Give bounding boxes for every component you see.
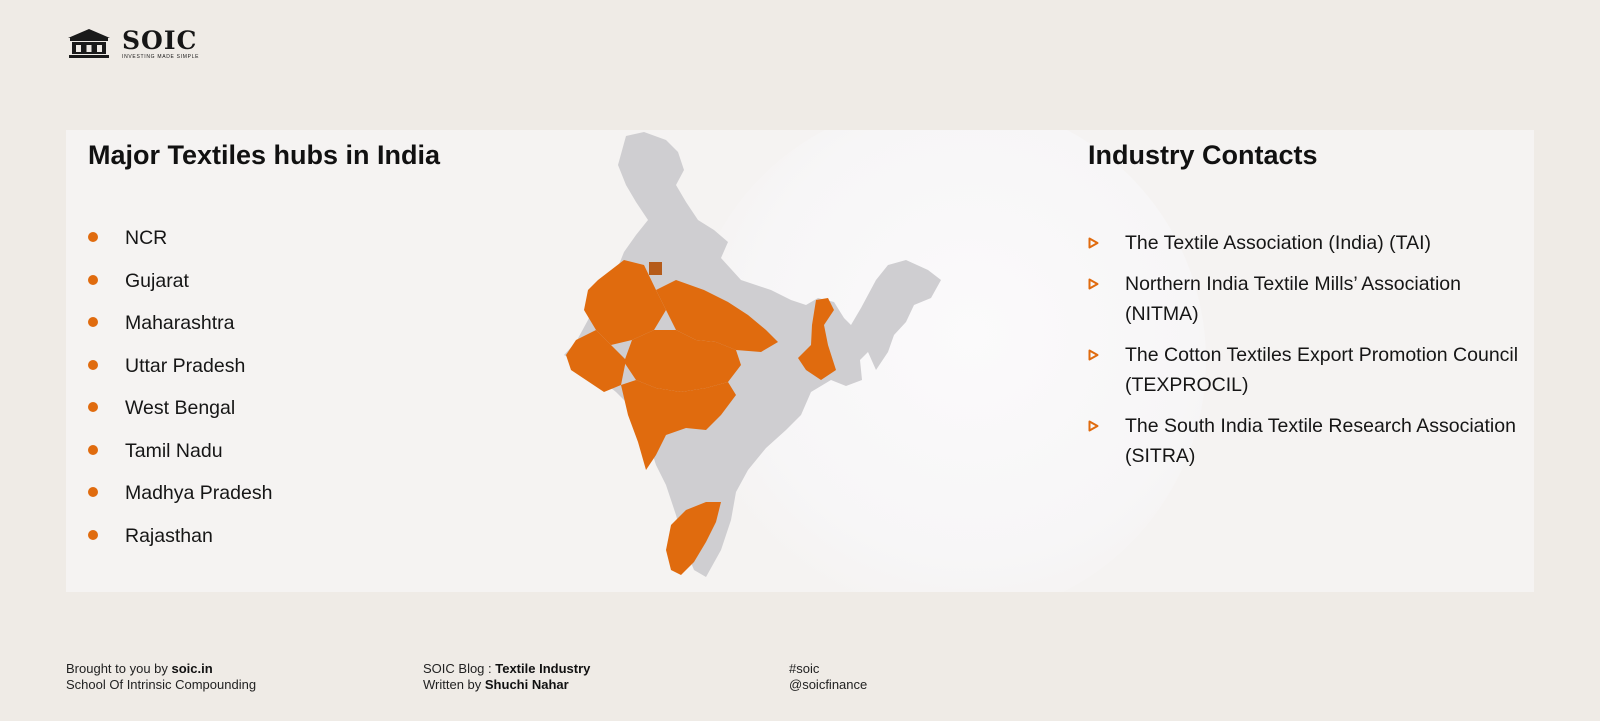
india-outline [564,132,941,577]
author-name: Shuchi Nahar [484,677,569,692]
hub-label: West Bengal [125,397,236,419]
state-rajasthan [584,260,666,345]
hub-label: Rajasthan [125,524,213,547]
india-map [564,132,941,577]
written-prefix: Written by [423,677,485,692]
building-icon [68,29,110,58]
bullet-icon [88,487,98,497]
contact-label: Northern India Textile Mills’ Associatio… [1125,273,1461,325]
footer-credits: Brought to you by soic.in School Of Intr… [66,661,256,693]
social-handle: @soicfinance [789,677,868,692]
state-gujarat [566,330,626,392]
bullet-icon [88,402,98,412]
list-item: Northern India Textile Mills’ Associatio… [1088,269,1528,329]
site-link[interactable]: soic.in [171,661,213,676]
brand-logo: SOIC INVESTING MADE SIMPLE [66,27,199,61]
state-west-bengal [798,298,836,380]
list-item: The Textile Association (India) (TAI) [1088,228,1528,258]
contacts-title: Industry Contacts [1088,140,1318,170]
content-panel: Major Textiles hubs in India NCR Gujarat… [66,130,1534,592]
contact-label: The Textile Association (India) (TAI) [1125,232,1431,254]
triangle-arrow-icon [1088,349,1099,361]
hub-label: Uttar Pradesh [125,354,246,377]
contact-label: The South India Textile Research Associa… [1125,415,1516,467]
hub-label: Maharashtra [125,312,235,334]
hub-label: Tamil Nadu [125,439,223,462]
brought-prefix: Brought to you by [66,661,172,676]
state-maharashtra [621,380,736,470]
list-item: The South India Textile Research Associa… [1088,411,1528,471]
bullet-icon [88,529,98,540]
brand-name: SOIC [122,26,198,55]
hub-label: Madhya Pradesh [125,482,273,504]
contacts-list: The Textile Association (India) (TAI) No… [1088,228,1528,482]
state-tamil-nadu [666,502,721,575]
brand-tagline: INVESTING MADE SIMPLE [122,54,200,60]
hashtag: #soic [789,661,820,676]
list-item: The Cotton Textiles Export Promotion Cou… [1088,340,1528,400]
school-name: School Of Intrinsic Compounding [66,677,257,692]
bullet-icon [88,359,98,370]
triangle-arrow-icon [1088,237,1099,249]
hub-label: NCR [125,227,168,249]
bullet-icon [88,274,98,285]
footer-social: #soic @soicfinance [789,661,867,693]
state-uttar-pradesh [656,280,778,352]
blog-prefix: SOIC Blog : [423,661,496,676]
bullet-icon [88,444,98,455]
bullet-icon [88,317,98,327]
state-ncr [649,262,662,275]
blog-topic: Textile Industry [495,661,591,676]
footer-blog: SOIC Blog : Textile Industry Written by … [423,661,590,693]
triangle-arrow-icon [1088,420,1099,432]
hub-label: Gujarat [125,269,189,292]
hubs-title: Major Textiles hubs in India [88,140,441,170]
state-madhya-pradesh [624,330,741,392]
contact-label: The Cotton Textiles Export Promotion Cou… [1125,344,1519,396]
triangle-arrow-icon [1088,278,1099,290]
bullet-icon [88,232,98,242]
